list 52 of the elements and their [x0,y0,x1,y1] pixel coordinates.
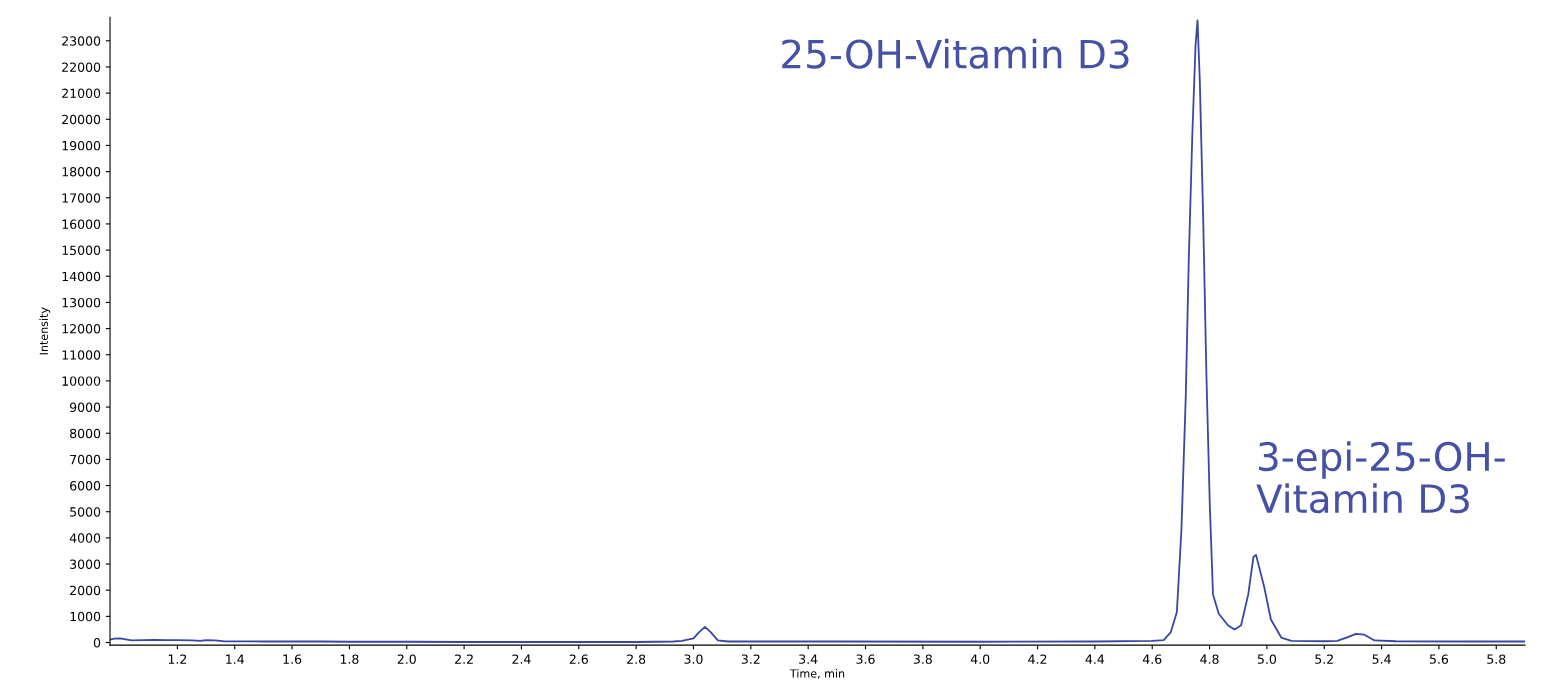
x-tick-label: 3.8 [913,654,932,664]
x-tick-label: 4.4 [1085,654,1105,664]
x-tick-label: 1.4 [226,654,244,664]
y-tick-label: 17000 [62,193,101,203]
x-tick-label: 4.8 [1200,654,1219,664]
x-tick-label: 3.0 [684,654,703,664]
x-tick-label: 5.8 [1487,654,1506,664]
y-tick-label: 10000 [62,376,101,386]
y-tick-label: 5000 [70,507,101,517]
x-tick-label: 5.4 [1372,654,1391,664]
x-tick-label: 2.6 [569,654,588,664]
x-tick-label: 4.0 [970,654,990,664]
y-tick-label: 14000 [62,271,101,282]
y-tick-label: 7000 [70,454,101,465]
y-tick-label: 20000 [62,114,101,125]
x-axis-title: Time, min [789,669,845,679]
x-tick-label: 5.2 [1315,654,1333,664]
y-tick-label: 2000 [70,585,101,596]
x-tick-label: 1.2 [168,654,187,664]
x-tick-label: 2.8 [627,654,646,664]
y-tick-label: 12000 [62,324,101,334]
y-tick-label: 21000 [62,88,101,99]
x-tick-label: 5.0 [1257,654,1277,664]
x-tick-label: 4.6 [1142,654,1162,664]
x-tick-label: 5.6 [1429,654,1449,664]
x-tick-label: 2.2 [455,654,473,664]
y-tick-label: 19000 [62,140,101,151]
y-tick-label: 0 [93,638,101,648]
x-tick-label: 4.2 [1028,654,1047,664]
x-tick-label: 2.0 [397,654,416,664]
y-tick-label: 3000 [70,559,101,569]
x-tick-label: 3.6 [856,654,875,664]
annotation: 25-OH-Vitamin D3 [782,38,1129,69]
y-axis-title: Intensity [39,307,51,355]
y-tick-label: 11000 [62,350,101,360]
x-tick-label: 3.4 [799,654,818,664]
y-tick-label: 8000 [70,428,101,439]
y-tick-label: 13000 [62,297,101,308]
y-tick-label: 9000 [69,402,101,412]
y-tick-label: 18000 [62,167,101,177]
annotation: 3-epi-25-OH- Vitamin D3 [1256,441,1505,514]
y-tick-label: 22000 [62,62,101,72]
x-tick-label: 1.6 [283,654,302,664]
y-tick-label: 4000 [69,533,101,543]
y-tick-label: 1000 [70,611,101,622]
y-tick-label: 6000 [70,481,101,491]
x-tick-label: 3.2 [741,654,760,664]
y-tick-label: 16000 [62,219,101,229]
x-tick-label: 1.8 [340,654,359,664]
y-tick-label: 15000 [62,245,101,256]
y-tick-label: 23000 [62,36,101,46]
x-tick-label: 2.4 [512,654,531,664]
